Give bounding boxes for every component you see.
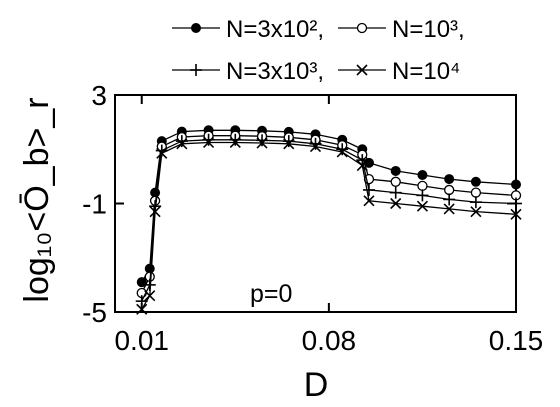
legend-label-0: N=3x10², bbox=[226, 16, 324, 43]
series-1-point-14 bbox=[417, 180, 428, 192]
series-3-point-16 bbox=[470, 206, 482, 218]
series-2-point-11 bbox=[356, 154, 369, 167]
legend-marker-2 bbox=[190, 64, 202, 76]
series-3-point-8 bbox=[283, 138, 295, 150]
series-3-point-14 bbox=[416, 200, 428, 212]
series-3-point-15 bbox=[443, 203, 455, 215]
series-2-point-10 bbox=[336, 143, 349, 156]
y-tick-label-1: -1 bbox=[82, 189, 107, 220]
legend-label-3: N=10⁴ bbox=[392, 58, 460, 85]
series-0-point-17 bbox=[511, 179, 521, 190]
series-0-point-13 bbox=[390, 165, 401, 176]
x-tick-label-1: 0.08 bbox=[302, 325, 357, 356]
series-line-0 bbox=[141, 129, 517, 283]
plot-frame bbox=[114, 94, 517, 313]
series-3-point-11 bbox=[356, 159, 368, 172]
series-3-point-5 bbox=[203, 136, 215, 149]
series-1-point-16 bbox=[470, 187, 482, 198]
series-3-point-3 bbox=[156, 147, 168, 159]
y-tick-label-0: 3 bbox=[91, 80, 107, 111]
series-3-point-4 bbox=[176, 138, 188, 150]
legend-label-2: N=3x10³, bbox=[226, 58, 324, 85]
series-3-point-10 bbox=[336, 146, 348, 158]
series-2-point-9 bbox=[309, 137, 322, 150]
series-1-point-13 bbox=[390, 176, 401, 187]
x-tick-label-0: 0.01 bbox=[114, 325, 169, 356]
series-0-point-14 bbox=[417, 170, 428, 181]
series-line-2 bbox=[141, 139, 517, 302]
series-3-point-13 bbox=[390, 197, 402, 210]
series-layer bbox=[135, 125, 522, 315]
legend: N=3x10², N=10³, N=3x10³, N=10⁴ bbox=[172, 16, 465, 85]
series-3-point-7 bbox=[256, 137, 268, 149]
legend-item-3: N=10⁴ bbox=[338, 58, 460, 85]
series-2-point-13 bbox=[389, 186, 402, 199]
y-tick-label-2: -5 bbox=[82, 297, 107, 328]
series-2-point-15 bbox=[443, 193, 456, 206]
axis-ticks: 0.01 0.08 0.15 3 -1 -5 bbox=[82, 80, 543, 356]
annotation-label: p=0 bbox=[250, 280, 292, 308]
series-2-point-5 bbox=[202, 133, 215, 146]
x-axis-title: D bbox=[304, 366, 329, 404]
series-3-point-2 bbox=[149, 206, 161, 218]
series-line-1 bbox=[141, 135, 517, 294]
legend-label-1: N=10³, bbox=[392, 16, 465, 43]
x-tick-label-2: 0.15 bbox=[489, 325, 544, 356]
series-3-point-1 bbox=[144, 290, 156, 302]
series-2-point-6 bbox=[229, 133, 242, 146]
series-3-point-12 bbox=[363, 195, 375, 207]
series-1-point-15 bbox=[444, 184, 455, 196]
legend-marker-0 bbox=[191, 23, 201, 33]
legend-item-1: N=10³, bbox=[338, 16, 465, 43]
series-2-point-7 bbox=[256, 134, 269, 147]
series-2-point-14 bbox=[416, 189, 429, 202]
legend-marker-1 bbox=[356, 22, 368, 34]
series-line-3 bbox=[141, 141, 517, 310]
series-3-point-0 bbox=[136, 303, 148, 315]
series-2-point-8 bbox=[282, 135, 295, 148]
series-2-point-16 bbox=[469, 196, 482, 209]
series-2-point-0 bbox=[135, 295, 148, 308]
series-2-point-4 bbox=[175, 135, 188, 148]
y-axis-title: log₁₀<Ō_b>_r bbox=[18, 97, 56, 302]
series-0-point-16 bbox=[470, 176, 481, 187]
series-0-point-15 bbox=[444, 174, 455, 185]
series-1 bbox=[136, 130, 522, 299]
series-2-point-12 bbox=[362, 183, 375, 196]
legend-marker-3 bbox=[356, 64, 368, 76]
series-3 bbox=[136, 136, 522, 315]
legend-item-2: N=3x10³, bbox=[172, 58, 324, 85]
series-3-point-17 bbox=[510, 208, 522, 220]
series-2 bbox=[135, 133, 522, 308]
legend-item-0: N=3x10², bbox=[172, 16, 324, 43]
series-2-point-17 bbox=[510, 197, 522, 210]
series-3-point-9 bbox=[309, 140, 322, 153]
series-3-point-6 bbox=[229, 136, 241, 149]
